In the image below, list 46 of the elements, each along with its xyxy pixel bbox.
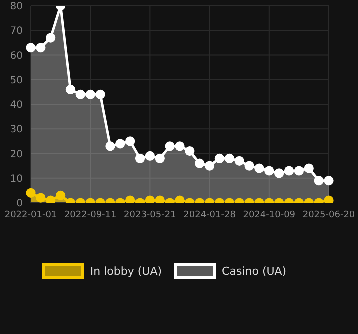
x-tick-label: 2024-01-28	[184, 210, 236, 220]
point	[254, 164, 264, 174]
point	[294, 166, 304, 176]
point	[274, 168, 284, 178]
point	[324, 176, 334, 186]
y-tick-label: 80	[10, 2, 23, 13]
point	[234, 156, 244, 166]
point	[165, 142, 175, 152]
point	[264, 166, 274, 176]
point	[214, 154, 225, 164]
y-tick-label: 70	[10, 26, 23, 38]
legend-label: In lobby (UA)	[90, 264, 162, 278]
point	[116, 139, 126, 149]
y-tick-label: 20	[10, 149, 23, 160]
y-tick-label: 60	[10, 50, 23, 62]
point	[284, 166, 294, 176]
point	[314, 176, 324, 186]
point	[106, 142, 116, 152]
point	[185, 146, 195, 156]
point	[224, 154, 234, 164]
y-tick-label: 0	[16, 198, 23, 210]
point	[56, 190, 66, 200]
point	[86, 90, 96, 100]
point	[66, 84, 76, 95]
point	[145, 151, 155, 162]
point	[175, 142, 185, 152]
x-tick-label: 2023-05-21	[124, 210, 176, 220]
point	[26, 188, 36, 198]
point	[76, 90, 86, 100]
point	[155, 154, 165, 164]
y-tick-label: 30	[10, 124, 23, 136]
point	[96, 90, 106, 100]
point	[205, 161, 215, 171]
y-tick-label: 40	[10, 100, 23, 112]
point	[135, 154, 146, 164]
x-tick-label: 2022-01-01	[4, 210, 58, 220]
point	[126, 136, 136, 146]
point	[304, 164, 314, 174]
point	[244, 161, 254, 171]
y-tick-label: 50	[10, 75, 23, 86]
legend-label: Casino (UA)	[222, 264, 287, 278]
y-tick-label: 10	[10, 174, 23, 185]
x-tick-label: 2022-09-11	[64, 210, 117, 220]
x-tick-label: 2025-06-20	[302, 210, 356, 220]
x-tick-label: 2024-10-09	[243, 210, 296, 220]
point	[195, 158, 205, 168]
